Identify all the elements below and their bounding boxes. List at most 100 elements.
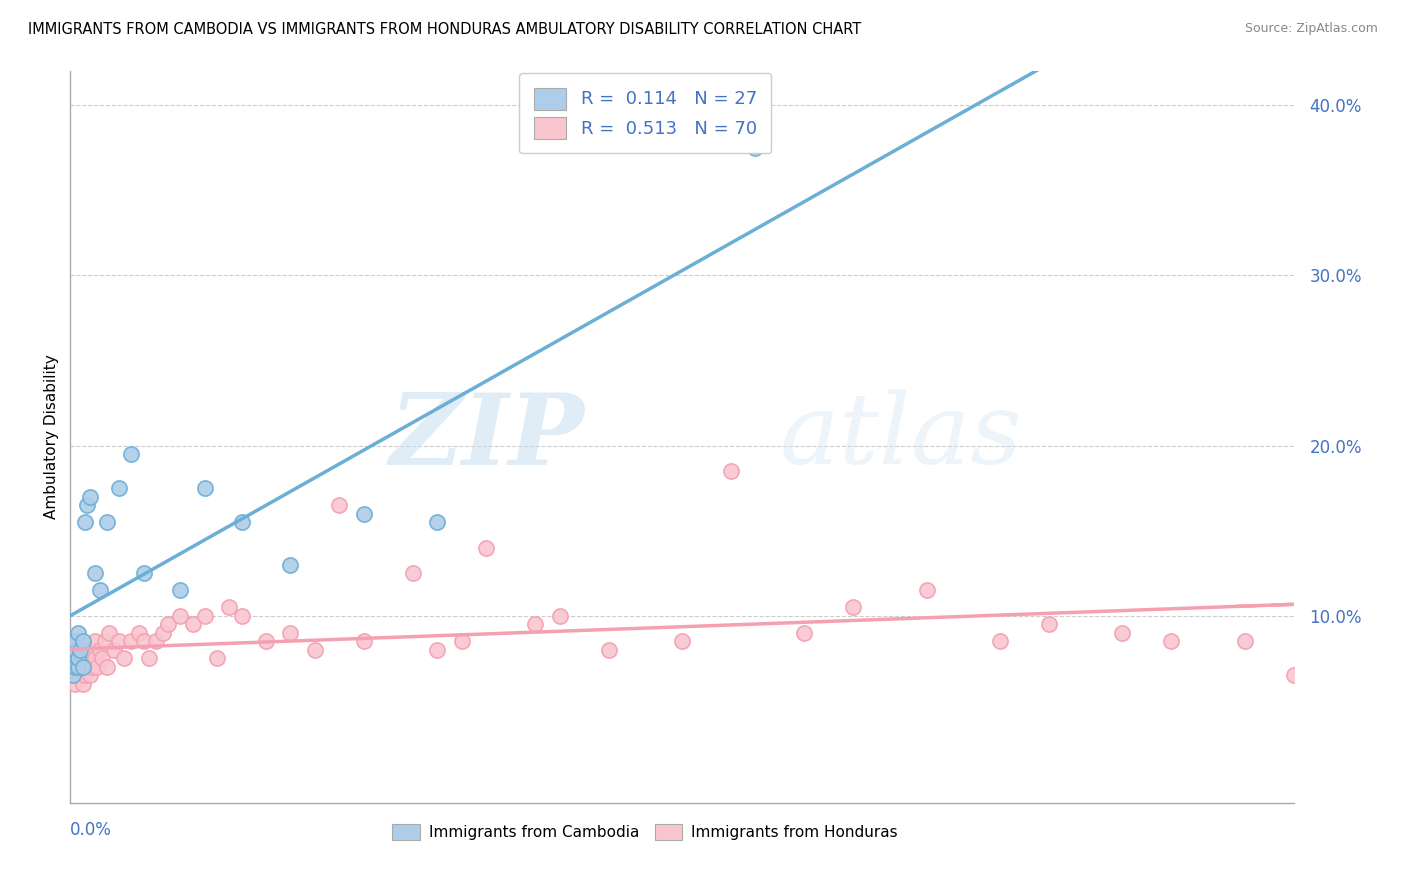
Point — [83, 634, 105, 648]
Point — [128, 625, 150, 640]
Point — [73, 651, 96, 665]
Point — [475, 541, 498, 555]
Point — [169, 583, 191, 598]
Point — [145, 634, 167, 648]
Point — [76, 642, 98, 657]
Point — [89, 642, 111, 657]
Point — [598, 642, 620, 657]
Point — [194, 481, 217, 495]
Point — [254, 634, 277, 648]
Point — [79, 668, 101, 682]
Point — [62, 651, 84, 665]
Text: IMMIGRANTS FROM CAMBODIA VS IMMIGRANTS FROM HONDURAS AMBULATORY DISABILITY CORRE: IMMIGRANTS FROM CAMBODIA VS IMMIGRANTS F… — [28, 22, 862, 37]
Point — [280, 625, 302, 640]
Point — [793, 625, 815, 640]
Point — [66, 625, 89, 640]
Point — [62, 659, 84, 673]
Point — [62, 651, 84, 665]
Text: atlas: atlas — [780, 390, 1022, 484]
Point — [96, 515, 118, 529]
Point — [181, 617, 204, 632]
Point — [69, 651, 91, 665]
Point — [79, 490, 101, 504]
Point — [426, 642, 449, 657]
Point — [82, 659, 104, 673]
Point — [73, 668, 96, 682]
Point — [62, 668, 84, 682]
Point — [1233, 634, 1256, 648]
Point — [63, 651, 86, 665]
Point — [169, 608, 191, 623]
Point — [353, 507, 375, 521]
Point — [426, 515, 449, 529]
Point — [72, 642, 94, 657]
Point — [132, 634, 155, 648]
Point — [524, 617, 547, 632]
Point — [66, 659, 89, 673]
Point — [62, 668, 84, 682]
Point — [63, 677, 86, 691]
Point — [83, 566, 105, 581]
Point — [72, 677, 94, 691]
Point — [121, 634, 143, 648]
Legend: Immigrants from Cambodia, Immigrants from Honduras: Immigrants from Cambodia, Immigrants fro… — [387, 818, 904, 847]
Point — [328, 498, 350, 512]
Point — [69, 642, 91, 657]
Text: 0.0%: 0.0% — [70, 821, 112, 839]
Point — [194, 608, 217, 623]
Point — [98, 625, 121, 640]
Point — [138, 651, 160, 665]
Point — [66, 659, 89, 673]
Point — [63, 642, 86, 657]
Text: ZIP: ZIP — [389, 389, 583, 485]
Point — [402, 566, 425, 581]
Point — [1282, 668, 1305, 682]
Point — [72, 659, 94, 673]
Text: Source: ZipAtlas.com: Source: ZipAtlas.com — [1244, 22, 1378, 36]
Point — [744, 141, 766, 155]
Point — [66, 668, 89, 682]
Point — [1038, 617, 1060, 632]
Point — [231, 515, 253, 529]
Point — [66, 642, 89, 657]
Point — [76, 498, 98, 512]
Point — [66, 651, 89, 665]
Point — [91, 651, 114, 665]
Point — [86, 659, 108, 673]
Point — [103, 642, 125, 657]
Point — [205, 651, 228, 665]
Point — [121, 447, 143, 461]
Point — [548, 608, 571, 623]
Point — [108, 634, 131, 648]
Point — [112, 651, 135, 665]
Point — [66, 651, 89, 665]
Point — [96, 659, 118, 673]
Point — [671, 634, 693, 648]
Point — [450, 634, 472, 648]
Point — [218, 600, 240, 615]
Point — [63, 634, 86, 648]
Point — [79, 642, 101, 657]
Point — [73, 515, 96, 529]
Point — [353, 634, 375, 648]
Point — [72, 634, 94, 648]
Point — [76, 659, 98, 673]
Point — [842, 600, 865, 615]
Point — [280, 558, 302, 572]
Point — [93, 634, 115, 648]
Point — [63, 659, 86, 673]
Point — [69, 659, 91, 673]
Point — [152, 625, 174, 640]
Point — [304, 642, 326, 657]
Point — [89, 583, 111, 598]
Point — [988, 634, 1011, 648]
Point — [83, 651, 105, 665]
Point — [1160, 634, 1182, 648]
Point — [63, 659, 86, 673]
Point — [132, 566, 155, 581]
Y-axis label: Ambulatory Disability: Ambulatory Disability — [44, 355, 59, 519]
Point — [231, 608, 253, 623]
Point — [1111, 625, 1133, 640]
Point — [108, 481, 131, 495]
Point — [720, 464, 742, 478]
